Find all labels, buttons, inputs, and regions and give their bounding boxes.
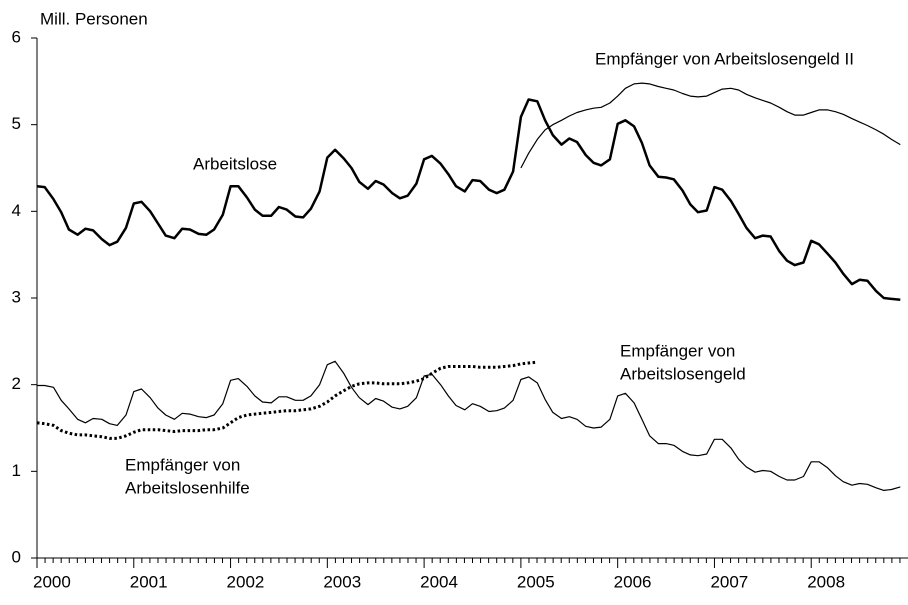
y-tick-label: 1 (12, 461, 21, 480)
x-tick-label: 2008 (807, 572, 845, 591)
data-line (36, 98, 901, 301)
y-tick-label: 6 (12, 27, 21, 46)
x-tick-label: 2007 (710, 572, 748, 591)
y-tick-label: 5 (12, 114, 21, 133)
y-tick-label: 0 (12, 547, 21, 566)
annotation: Arbeitslosengeld (620, 364, 746, 383)
x-tick-label: 2000 (33, 572, 71, 591)
y-tick-label: 3 (12, 287, 21, 306)
annotation: Arbeitslosenhilfe (125, 478, 250, 497)
x-tick-label: 2001 (130, 572, 168, 591)
annotation: Empfänger von (620, 341, 735, 360)
x-tick-label: 2006 (614, 572, 652, 591)
data-line (37, 360, 901, 491)
x-tick-label: 2004 (420, 572, 458, 591)
y-axis-label: Mill. Personen (40, 9, 148, 28)
y-tick-label: 2 (12, 374, 21, 393)
annotation: Empfänger von Arbeitslosengeld II (595, 49, 854, 68)
data-line (36, 360, 538, 440)
x-tick-label: 2002 (227, 572, 265, 591)
y-tick-label: 4 (12, 201, 21, 220)
annotation: Empfänger von (125, 455, 240, 474)
data-line (520, 82, 901, 169)
x-tick-label: 2005 (517, 572, 555, 591)
annotation: Arbeitslose (193, 154, 277, 173)
x-tick-label: 2003 (323, 572, 361, 591)
